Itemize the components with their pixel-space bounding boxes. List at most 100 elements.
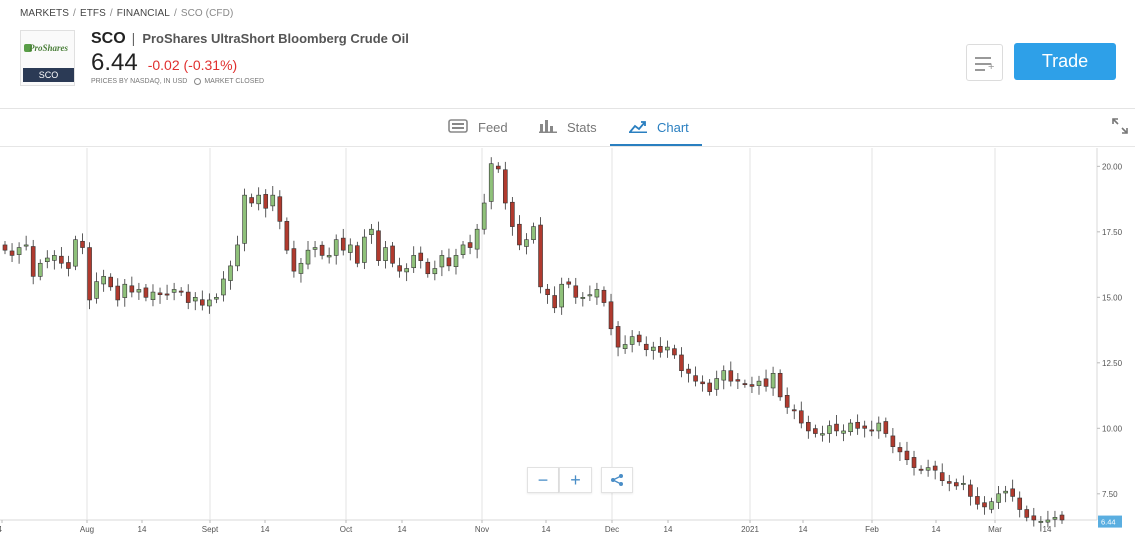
time-axis-tick-label: 2021 [741,525,759,534]
candle-body [94,281,99,299]
candle-body [953,482,959,487]
price-axis-tick-label: 10.00 [1102,424,1123,433]
candle-body [44,257,50,262]
candle-body [164,293,170,296]
instrument-logo: ProShares SCO [20,30,75,86]
candle-body [700,381,705,385]
candle-body [16,247,22,255]
tab-chart-label: Chart [657,120,689,135]
candle-body [848,422,853,433]
candle-body [369,228,374,236]
candle-body [52,255,57,261]
tab-stats[interactable]: Stats [539,109,597,146]
breadcrumb: MARKETS / ETFS / FINANCIAL / SCO (CFD) [20,8,237,19]
breadcrumb-item[interactable]: FINANCIAL [116,8,170,19]
candle-body [524,239,529,247]
candle-body [566,281,572,285]
time-axis-tick-label: 14 [398,525,407,534]
time-axis-tick-label: Aug [80,525,94,534]
zoom-in-button[interactable]: + [559,467,592,493]
time-axis-tick-label: Oct [340,525,353,534]
candle-body [545,288,550,296]
candle-body [263,194,269,209]
candle-body [200,299,205,306]
candle-body [333,239,339,256]
candle-body [827,425,832,434]
time-axis-tick-label: Nov [475,525,489,534]
candle-body [80,240,85,248]
candle-body [883,421,889,434]
candle-body [129,285,135,293]
instrument-symbol: SCO [91,30,126,47]
candle-body [968,484,973,497]
candle-body [517,223,522,246]
price-axis-tick-label: 20.00 [1102,162,1123,171]
candle-body [580,297,586,299]
candle-body [693,375,698,382]
market-status-label: MARKET CLOSED [204,78,265,85]
candle-body [855,421,860,429]
candle-body [622,344,628,349]
breadcrumb-separator: / [109,8,113,19]
candle-body [658,346,663,353]
candle-body [122,283,128,298]
candle-body [37,262,43,277]
time-axis-tick-label: 14 [932,525,941,534]
candle-body [735,379,741,382]
candle-body [376,230,381,261]
stats-icon [539,119,557,136]
breadcrumb-separator: / [73,8,76,19]
candle-body [932,465,938,471]
candle-body [326,255,332,258]
candle-body [749,384,755,387]
candle-body [453,255,459,267]
list-line-icon [975,57,991,59]
breadcrumb-item[interactable]: MARKETS [20,8,70,19]
logo-ticker: SCO [23,68,74,82]
price-axis-tick-label: 15.00 [1102,293,1123,302]
candle-body [911,457,917,468]
header-divider [0,108,1135,109]
candle-body [1017,497,1023,510]
share-icon [611,474,623,486]
candle-body [728,370,734,382]
candle-body [362,236,367,263]
price-meta: PRICES BY NASDAQ, IN USD MARKET CLOSED [91,78,264,85]
candle-body [784,395,790,408]
candle-body [608,301,614,330]
candle-body [319,244,325,256]
share-button[interactable] [601,467,633,493]
candle-body [841,430,846,434]
candle-body [813,428,818,434]
price-chart[interactable]: 14 Aug 14 Sept 14 Oct 14 Nov 14 Dec 14 2021 14 Feb 14 M… [0,148,1135,542]
tab-chart[interactable]: Chart [629,109,689,146]
price-row: 6.44 -0.02 (-0.31%) [91,49,237,77]
trade-button[interactable]: Trade [1014,43,1116,80]
zoom-out-button[interactable]: − [527,467,559,493]
add-to-watchlist-button[interactable]: + [966,44,1003,81]
breadcrumb-item[interactable]: ETFS [79,8,106,19]
candle-body [277,196,283,222]
candle-body [672,348,677,356]
candle-body [996,493,1001,503]
tab-feed[interactable]: Feed [448,109,508,146]
candle-body [679,354,684,371]
price-change: -0.02 (-0.31%) [147,57,238,73]
candle-body [982,502,987,508]
candle-body [115,285,121,301]
candle-body [806,421,811,432]
candle-body [355,245,360,264]
candle-body [298,262,304,274]
prices-source: PRICES BY NASDAQ, IN USD [91,78,188,85]
candle-body [312,247,318,250]
feed-icon [448,119,468,136]
candle-body [347,244,353,253]
brand-mark-icon [24,44,32,52]
candle-body [1003,490,1008,494]
candle-body [178,290,184,293]
time-axis-tick-label: Dec [605,525,619,534]
instrument-tabs: Feed Stats Chart [0,109,1135,147]
candle-body [467,242,473,248]
time-axis-tick-label: 14 [799,525,808,534]
fullscreen-icon[interactable] [1112,118,1128,134]
